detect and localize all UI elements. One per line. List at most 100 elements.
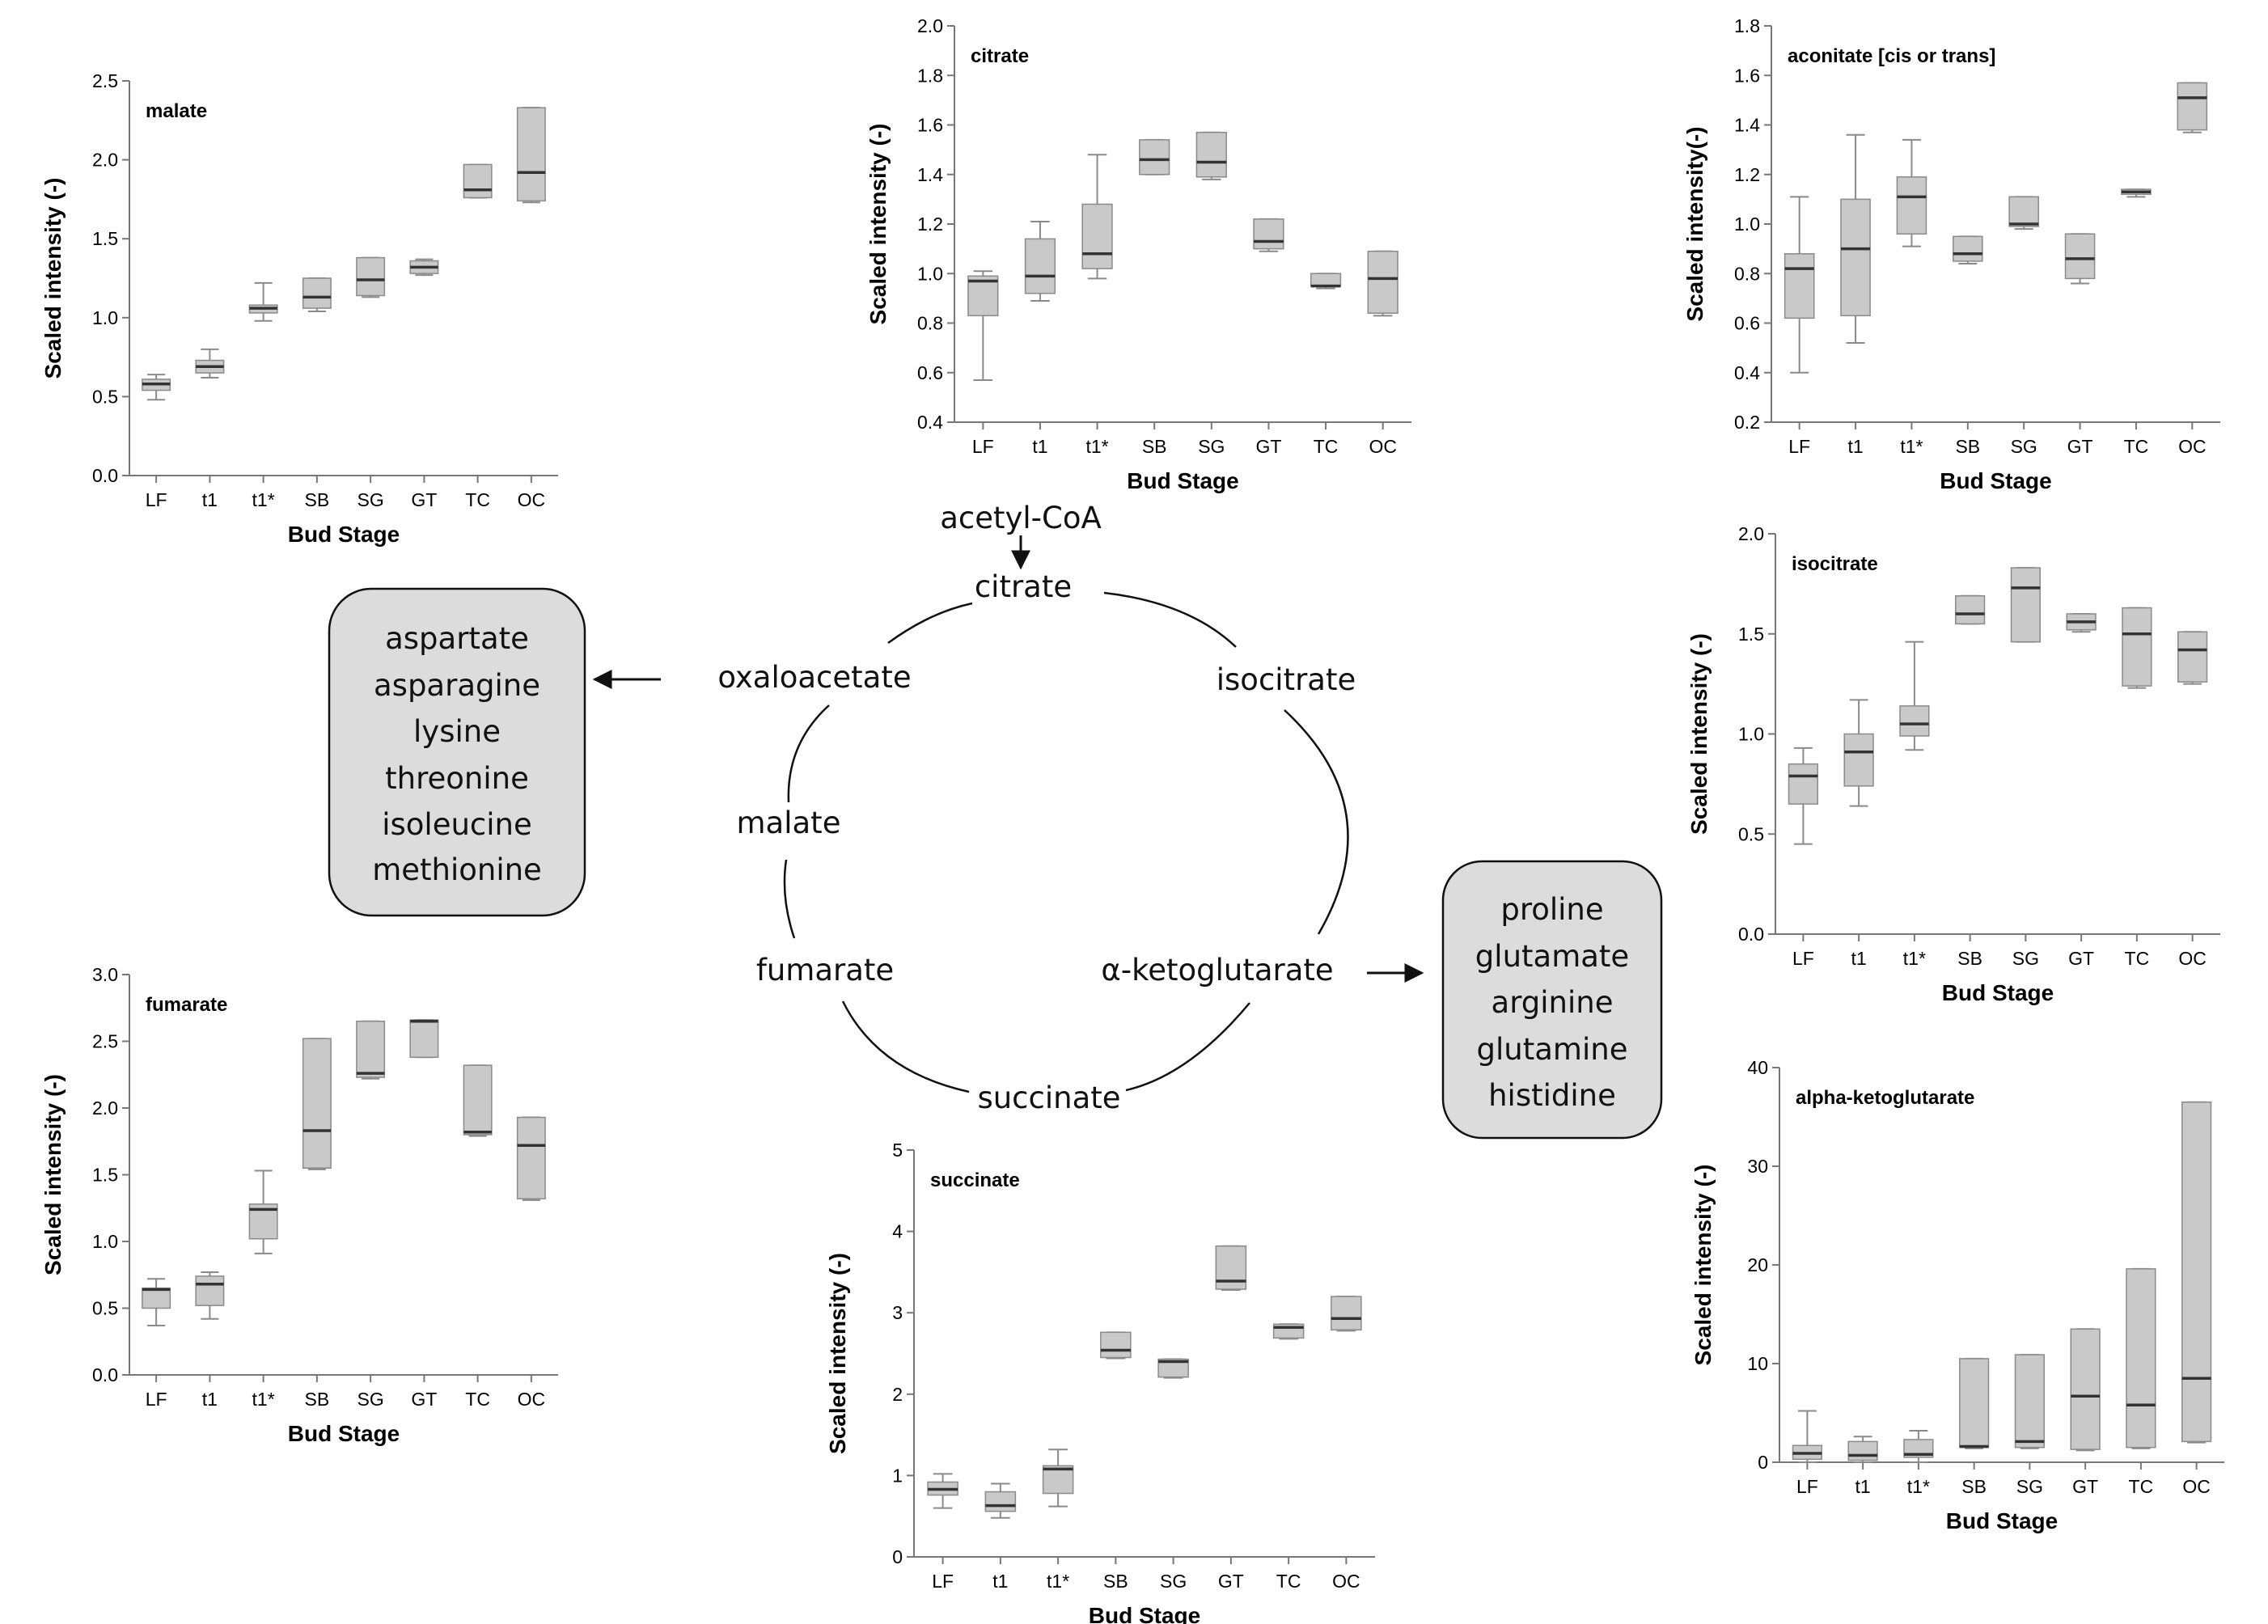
- box-iqr: [1788, 763, 1818, 805]
- y-axis-label: Scaled intensity (-): [1690, 1165, 1716, 1366]
- box-t1: [195, 1271, 225, 1320]
- y-tick-label: 1.0: [92, 1231, 118, 1252]
- y-tick-label: 0.5: [92, 386, 118, 407]
- x-tick-label: GT: [411, 1389, 437, 1410]
- x-tick-label: TC: [1314, 436, 1339, 457]
- box-iqr: [195, 1275, 225, 1306]
- tca-cycle: acetyl-CoA citrate isocitrate α-ketoglut…: [592, 501, 1424, 1115]
- y-tick-label: 2: [892, 1384, 903, 1405]
- aa-histidine: histidine: [1488, 1078, 1616, 1113]
- box-GT: [2064, 233, 2096, 285]
- y-tick-label: 1.6: [1734, 65, 1760, 86]
- y-tick-label: 3.0: [92, 964, 118, 985]
- box-iqr: [302, 277, 332, 309]
- y-tick-label: 0.8: [917, 313, 943, 334]
- box-t1*: [1081, 154, 1113, 280]
- arc-malate-oxaloacetate: [787, 704, 830, 803]
- x-tick-label: LF: [146, 1389, 167, 1410]
- box-t1: [1847, 1436, 1878, 1463]
- chart-title: aconitate [cis or trans]: [1788, 45, 1995, 67]
- x-tick-label: SB: [1103, 1571, 1128, 1592]
- y-tick-label: 5: [892, 1140, 903, 1161]
- y-tick-label: 0: [1758, 1452, 1768, 1473]
- x-tick-label: SB: [1957, 948, 1982, 969]
- x-axis-label: Bud Stage: [288, 1421, 400, 1446]
- cycle-node-isocitrate: isocitrate: [1217, 662, 1356, 697]
- x-axis-label: Bud Stage: [1940, 468, 2051, 493]
- x-tick-label: SB: [305, 1389, 330, 1410]
- y-tick-label: 4: [892, 1221, 903, 1242]
- box-OC: [2177, 82, 2208, 133]
- box-iqr: [2177, 82, 2208, 131]
- y-tick-label: 1.4: [1734, 115, 1760, 136]
- box-iqr: [2126, 1268, 2156, 1448]
- y-tick-label: 2.0: [92, 1097, 118, 1119]
- box-SG: [2010, 567, 2041, 643]
- chart-citrate: 0.4 0.6 0.8 1.0 1.2 1.4 1.6 1.8 2.0 LF t1 t1* SB SG GT…: [865, 15, 1411, 493]
- x-tick-label: OC: [518, 1389, 546, 1410]
- box-iqr: [1081, 203, 1113, 269]
- y-tick-label: 1.5: [92, 1165, 118, 1186]
- y-axis-label: Scaled intensity (-): [1686, 633, 1712, 835]
- box-TC: [1310, 273, 1342, 290]
- chart-isocitrate: 0.0 0.5 1.0 1.5 2.0 LF t1 t1* SB SG GT TC OC isocitra…: [1686, 523, 2220, 1005]
- y-tick-label: 0.8: [1734, 263, 1760, 284]
- y-tick-label: 1.4: [917, 164, 943, 185]
- y-tick-label: 0: [892, 1546, 903, 1567]
- aa-lysine: lysine: [413, 714, 501, 749]
- x-tick-label: LF: [1792, 948, 1814, 969]
- box-SB: [302, 1038, 332, 1170]
- box-iqr: [142, 1288, 171, 1309]
- box-iqr: [1310, 273, 1342, 287]
- box-iqr: [1903, 1439, 1934, 1458]
- box-OC: [1331, 1296, 1362, 1332]
- box-t1*: [1903, 1429, 1934, 1463]
- y-tick-label: 1: [892, 1465, 903, 1486]
- x-tick-label: SG: [2012, 948, 2039, 969]
- y-tick-label: 1.6: [917, 115, 943, 136]
- aa-glutamine: glutamine: [1477, 1032, 1628, 1067]
- x-tick-label: t1*: [252, 1389, 275, 1410]
- aa-aspartate: aspartate: [385, 621, 529, 656]
- y-tick-label: 1.8: [917, 65, 943, 86]
- y-axis-label: Scaled intensity (-): [40, 178, 66, 379]
- x-tick-label: OC: [2178, 948, 2207, 969]
- y-tick-label: 30: [1747, 1156, 1768, 1177]
- x-tick-label: t1*: [1047, 1571, 1069, 1592]
- y-tick-label: 0.5: [1738, 823, 1764, 844]
- box-t1: [1843, 699, 1874, 807]
- box-OC: [2177, 631, 2208, 685]
- x-tick-label: t1: [992, 1571, 1008, 1592]
- box-LF: [1788, 746, 1818, 845]
- arc-akg-succinate: [1125, 1002, 1250, 1092]
- box-iqr: [1215, 1245, 1247, 1290]
- y-tick-label: 0.4: [1734, 362, 1760, 383]
- box-iqr: [516, 1116, 546, 1199]
- x-tick-label: TC: [1276, 1571, 1301, 1592]
- cycle-entry-acetyl-coa: acetyl-CoA: [940, 501, 1102, 535]
- box-iqr: [2181, 1101, 2212, 1443]
- box-t1*: [1042, 1448, 1074, 1508]
- arc-citrate-isocitrate: [1103, 591, 1237, 648]
- x-tick-label: TC: [2129, 1476, 2154, 1497]
- y-axis-label: Scaled intensity (-): [825, 1253, 850, 1454]
- chart-akg: 0 10 20 30 40 LF t1 t1* SB SG GT TC OC alpha-ketoglut…: [1690, 1057, 2224, 1533]
- y-tick-label: 0.5: [92, 1298, 118, 1319]
- x-tick-label: t1: [1855, 1476, 1871, 1497]
- box-TC: [2122, 607, 2152, 689]
- x-tick-label: LF: [972, 436, 994, 457]
- box-iqr: [1955, 594, 1986, 625]
- x-tick-label: TC: [2125, 948, 2150, 969]
- x-tick-label: LF: [932, 1571, 954, 1592]
- x-tick-label: TC: [465, 1389, 490, 1410]
- box-iqr: [2010, 567, 2041, 643]
- box-iqr: [516, 107, 546, 202]
- box-iqr: [409, 1019, 439, 1059]
- aa-arginine: arginine: [1492, 985, 1614, 1020]
- y-tick-label: 20: [1747, 1254, 1768, 1275]
- y-tick-label: 0.4: [917, 412, 943, 433]
- box-SG: [1195, 131, 1227, 180]
- chart-aconitate: 0.2 0.4 0.6 0.8 1.0 1.2 1.4 1.6 1.8 LF t1 t1* SB SG GT…: [1682, 15, 2220, 493]
- y-tick-label: 1.0: [1738, 724, 1764, 745]
- oxaloacetate-products-frame: [328, 587, 586, 917]
